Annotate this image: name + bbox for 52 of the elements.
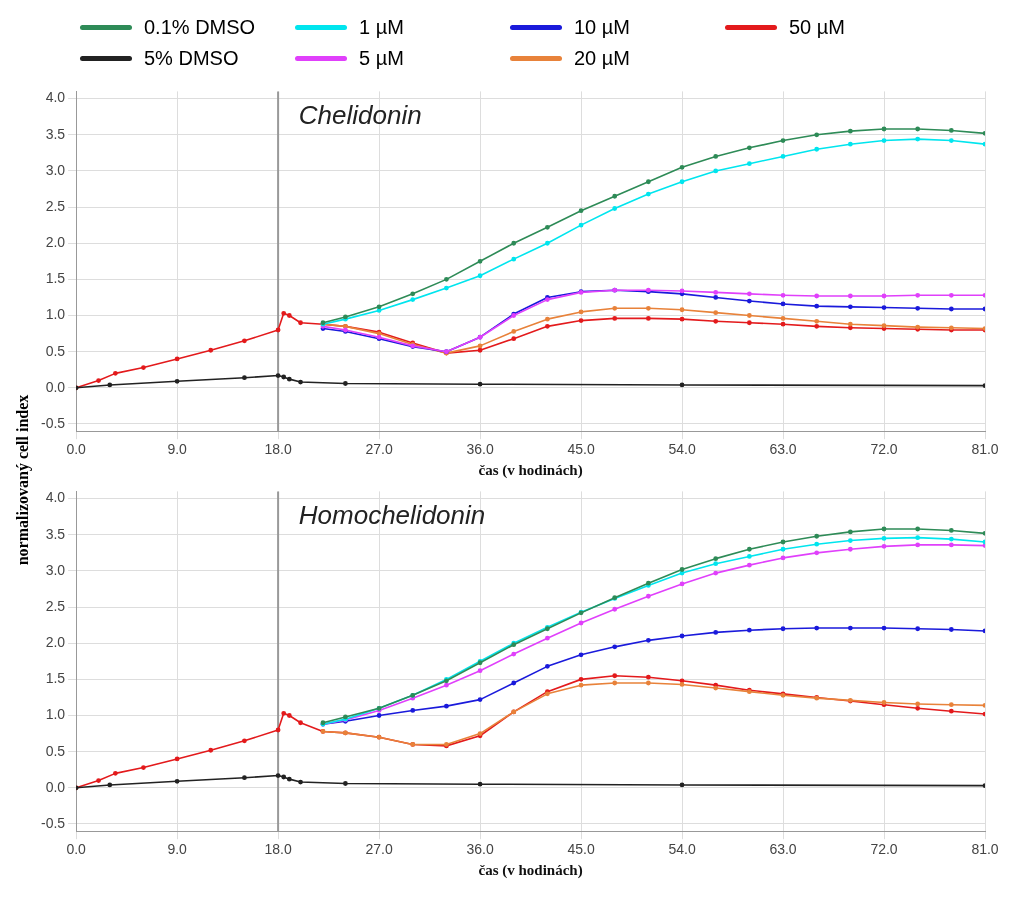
x-tick-label: 36.0 xyxy=(466,841,494,858)
y-tick-label: 2.0 xyxy=(45,234,66,251)
x-tick-label: 54.0 xyxy=(668,841,696,858)
x-tick-label: 63.0 xyxy=(769,441,797,458)
x-tick-label: 9.0 xyxy=(167,441,188,458)
x-tick-label: 81.0 xyxy=(971,841,999,858)
y-tick-label: 0.0 xyxy=(45,778,66,795)
x-tick-label: 18.0 xyxy=(264,841,292,858)
y-tick-label: 1.5 xyxy=(45,270,66,287)
y-tick-label: 2.5 xyxy=(45,197,66,214)
x-tick-label: 54.0 xyxy=(668,441,696,458)
y-tick-label: 3.5 xyxy=(45,125,66,142)
x-tick-label: 27.0 xyxy=(365,841,393,858)
y-axis-title: normalizovaný cell index xyxy=(14,394,32,566)
x-axis-title: čas (v hodinách) xyxy=(478,861,583,879)
y-tick-label: 1.5 xyxy=(45,670,66,687)
legend-label: 10 µM xyxy=(574,16,630,39)
y-tick-label: 4.0 xyxy=(45,489,66,506)
x-tick-label: 45.0 xyxy=(567,441,595,458)
x-tick-label: 45.0 xyxy=(567,841,595,858)
x-tick-label: 27.0 xyxy=(365,441,393,458)
y-tick-label: 3.0 xyxy=(45,161,66,178)
x-tick-label: 72.0 xyxy=(870,441,898,458)
x-tick-label: 9.0 xyxy=(167,841,188,858)
y-tick-label: -0.5 xyxy=(41,414,66,431)
y-tick-label: 0.5 xyxy=(45,742,66,759)
y-tick-label: 3.0 xyxy=(45,561,66,578)
y-tick-label: 2.0 xyxy=(45,634,66,651)
chart-title: Chelidonin xyxy=(298,99,422,130)
y-tick-label: 3.5 xyxy=(45,525,66,542)
x-tick-label: 0.0 xyxy=(66,441,87,458)
y-tick-label: 4.0 xyxy=(45,89,66,106)
legend-label: 1 µM xyxy=(359,16,404,39)
y-tick-label: -0.5 xyxy=(41,814,66,831)
x-tick-label: 18.0 xyxy=(264,441,292,458)
legend-label: 5% DMSO xyxy=(144,47,239,70)
legend-label: 5 µM xyxy=(359,47,404,70)
legend-label: 50 µM xyxy=(789,16,845,39)
x-tick-label: 0.0 xyxy=(66,841,87,858)
x-tick-label: 36.0 xyxy=(466,441,494,458)
x-tick-label: 81.0 xyxy=(971,441,999,458)
y-tick-label: 1.0 xyxy=(45,306,66,323)
legend-label: 20 µM xyxy=(574,47,630,70)
y-tick-label: 0.5 xyxy=(45,342,66,359)
legend-label: 0.1% DMSO xyxy=(144,16,256,39)
y-tick-label: 2.5 xyxy=(45,597,66,614)
x-tick-label: 63.0 xyxy=(769,841,797,858)
y-tick-label: 0.0 xyxy=(45,378,66,395)
x-axis-title: čas (v hodinách) xyxy=(478,461,583,479)
x-tick-label: 72.0 xyxy=(870,841,898,858)
chart-title: Homochelidonin xyxy=(298,499,486,530)
y-tick-label: 1.0 xyxy=(45,706,66,723)
